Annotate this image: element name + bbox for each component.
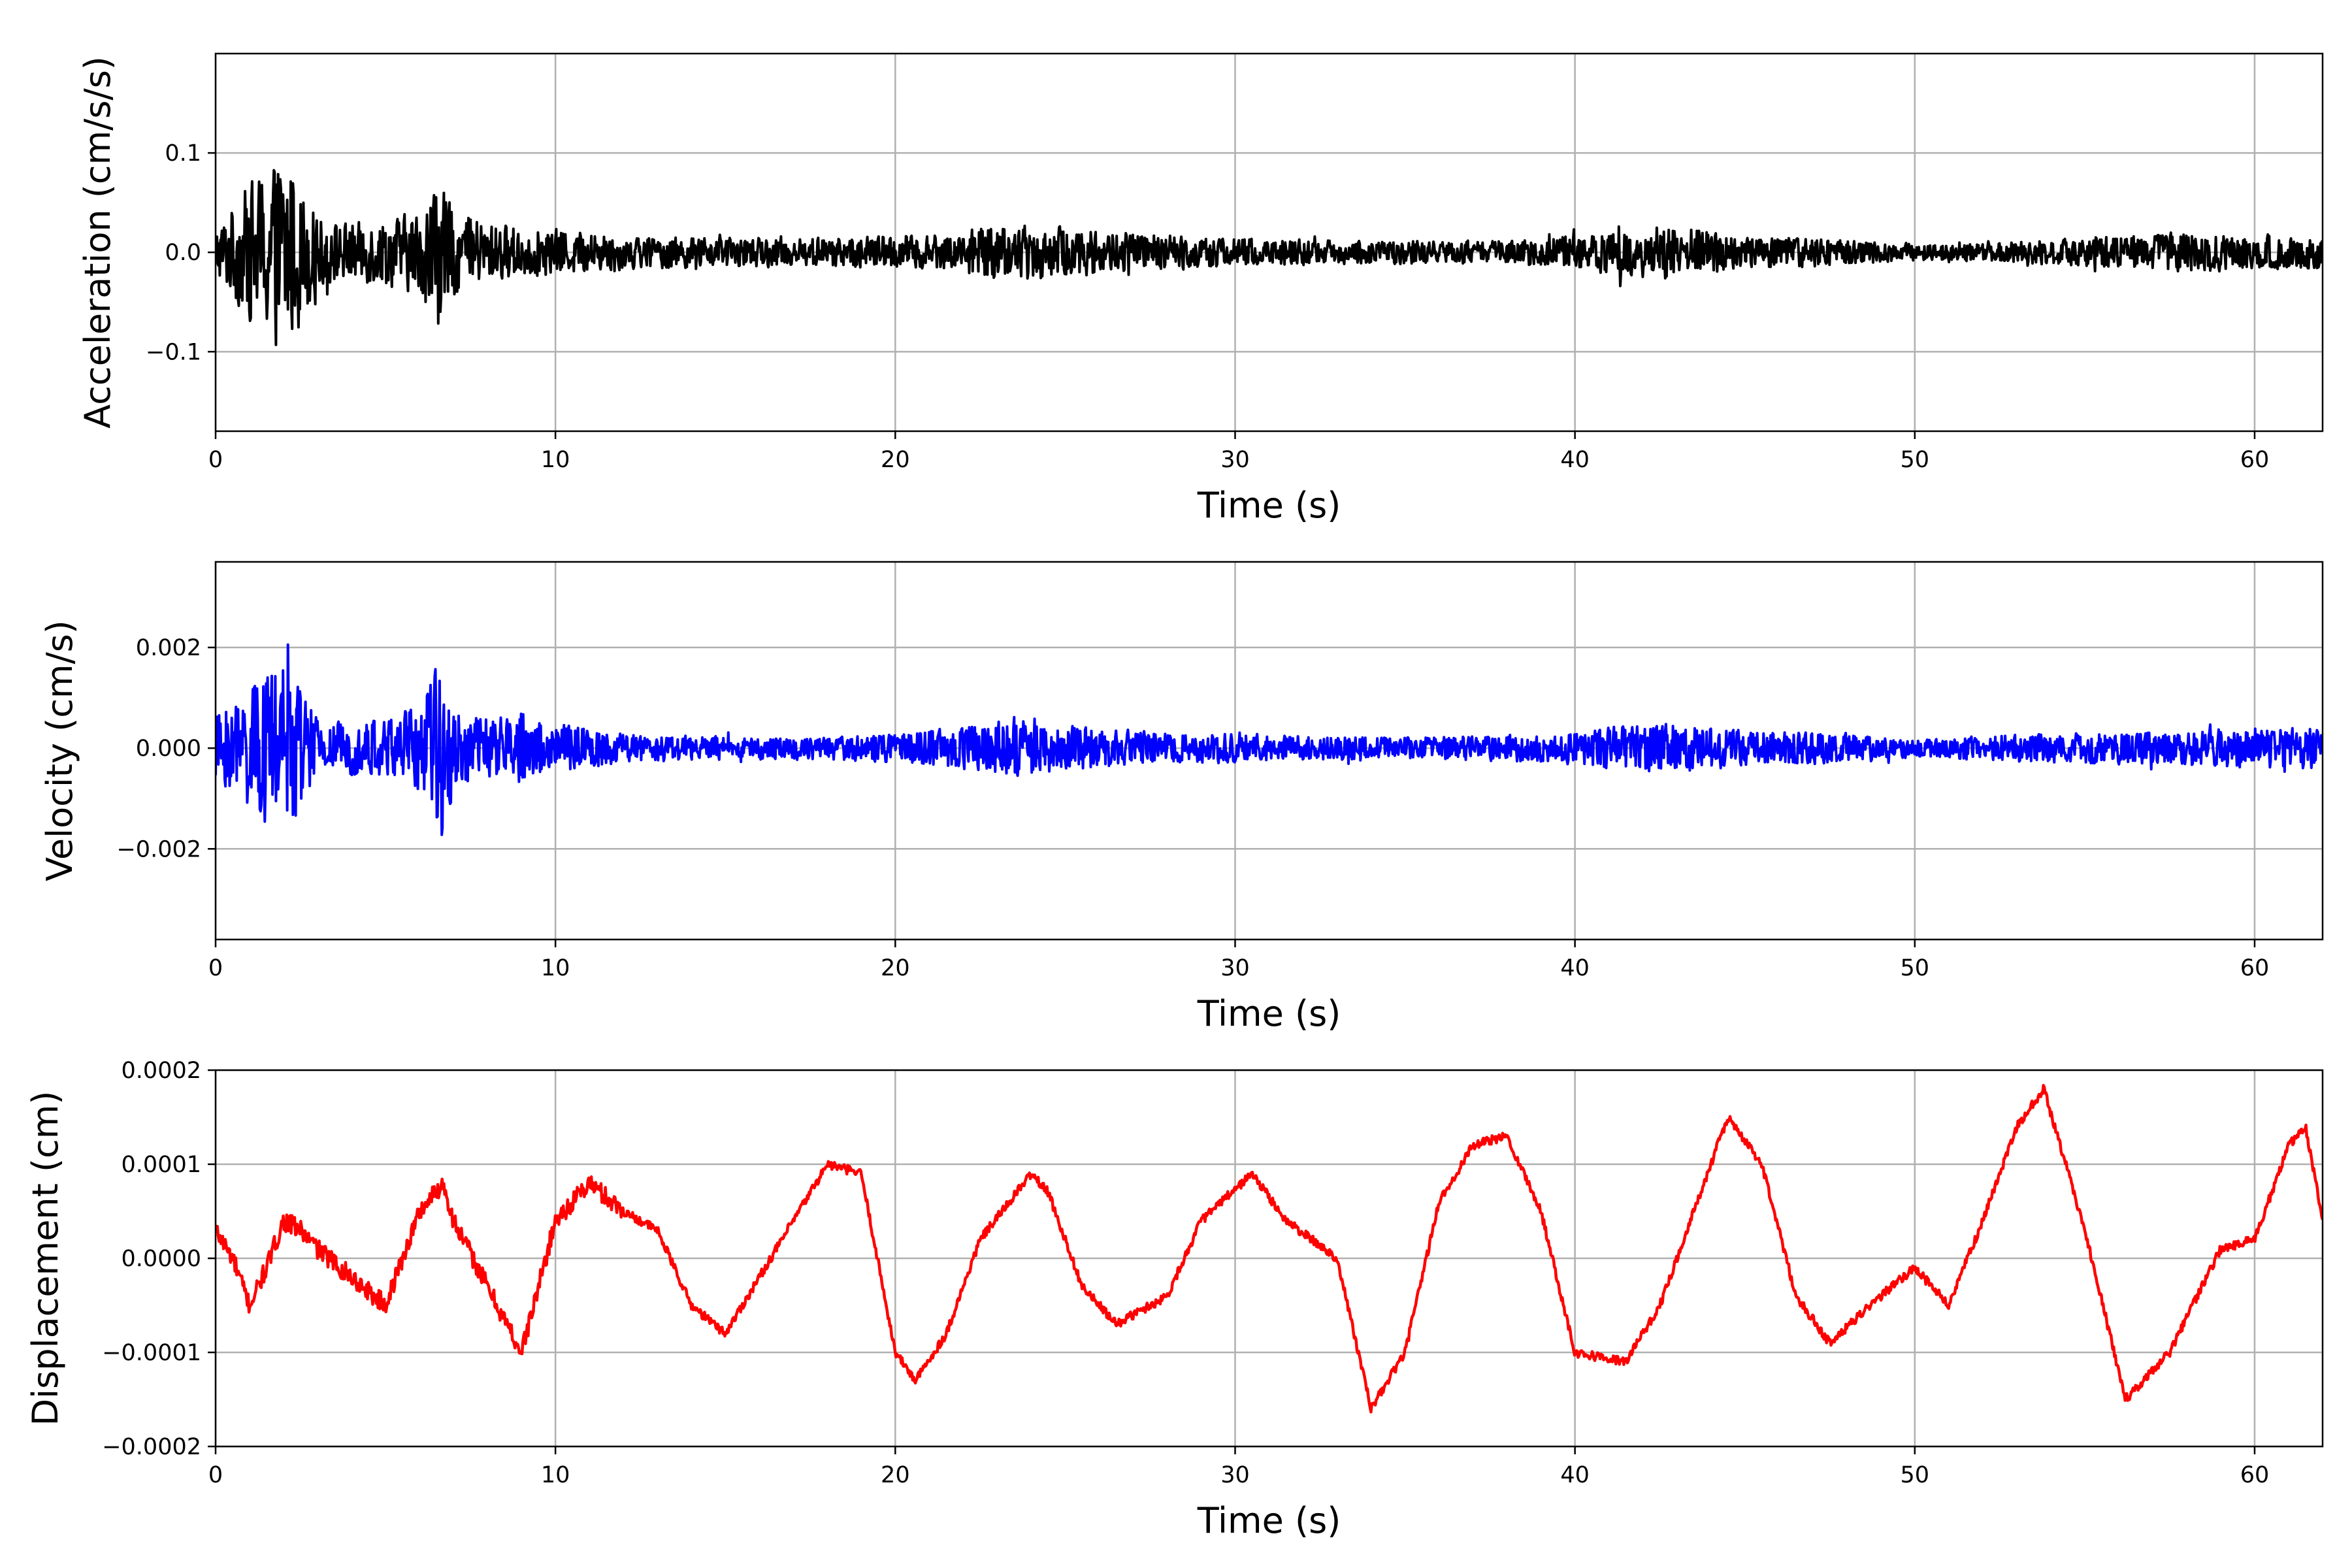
displacement-x-tick-label: 40 [1560,1462,1590,1488]
velocity-y-ticks: −0.002 0.000 0.002 [116,635,216,862]
displacement-y-tick-label: −0.0001 [102,1340,201,1366]
velocity-axes-frame [214,561,2324,941]
velocity-x-tick-label: 20 [881,955,910,981]
acceleration-x-tick-label: 60 [2240,447,2270,473]
displacement-panel: 0 10 20 30 40 50 60 −0.0002 −0.0001 0.0000 0.0001… [25,1058,2324,1541]
velocity-x-tick-label: 0 [208,955,223,981]
velocity-series-line [216,643,2323,836]
acceleration-x-tick-label: 0 [208,447,223,473]
acceleration-y-ticks: −0.1 0.0 0.1 [146,140,216,365]
displacement-y-tick-label: −0.0002 [102,1434,201,1460]
displacement-x-ticks: 0 10 20 30 40 50 60 [208,1446,2269,1488]
displacement-x-tick-label: 60 [2240,1462,2270,1488]
velocity-x-tick-label: 60 [2240,955,2270,981]
displacement-y-tick-label: 0.0001 [122,1152,201,1178]
displacement-x-axis-label: Time (s) [1197,1500,1341,1541]
acceleration-x-tick-label: 10 [541,447,570,473]
acceleration-x-axis-label: Time (s) [1197,485,1341,526]
acceleration-x-tick-label: 30 [1220,447,1250,473]
acceleration-x-ticks: 0 10 20 30 40 50 60 [208,431,2269,473]
displacement-x-tick-label: 50 [1901,1462,1930,1488]
velocity-y-tick-label: 0.002 [136,635,201,661]
displacement-trace [216,1084,2323,1414]
velocity-x-tick-label: 40 [1560,955,1590,981]
acceleration-axes-frame [214,52,2324,433]
displacement-y-ticks: −0.0002 −0.0001 0.0000 0.0001 0.0002 [102,1058,216,1460]
velocity-x-tick-label: 30 [1220,955,1250,981]
acceleration-series-line [216,169,2323,346]
velocity-y-tick-label: −0.002 [116,836,201,862]
displacement-y-axis-label: Displacement (cm) [25,1091,66,1426]
acceleration-x-tick-label: 20 [881,447,910,473]
velocity-x-tick-label: 10 [541,955,570,981]
velocity-x-axis-label: Time (s) [1197,993,1341,1034]
displacement-x-tick-label: 20 [881,1462,910,1488]
velocity-y-tick-label: 0.000 [136,736,201,762]
velocity-x-tick-label: 50 [1901,955,1930,981]
acceleration-y-tick-label: 0.1 [165,140,201,167]
velocity-x-ticks: 0 10 20 30 40 50 60 [208,939,2269,981]
acceleration-x-tick-label: 50 [1901,447,1930,473]
acceleration-panel: 0 10 20 30 40 50 60 −0.1 0.0 0.1 Time (s) Accele… [77,52,2324,526]
acceleration-y-axis-label: Acceleration (cm/s/s) [77,56,118,429]
velocity-y-axis-label: Velocity (cm/s) [39,620,80,881]
displacement-x-tick-label: 0 [208,1462,223,1488]
displacement-x-tick-label: 10 [541,1462,570,1488]
acceleration-trace [216,169,2323,346]
displacement-x-tick-label: 30 [1220,1462,1250,1488]
displacement-series-line [216,1084,2323,1414]
displacement-y-tick-label: 0.0000 [122,1246,201,1272]
acceleration-y-tick-label: 0.0 [165,240,201,266]
acceleration-y-tick-label: −0.1 [146,339,201,365]
acceleration-x-tick-label: 40 [1560,447,1590,473]
velocity-trace [216,643,2323,836]
displacement-y-tick-label: 0.0002 [122,1058,201,1084]
